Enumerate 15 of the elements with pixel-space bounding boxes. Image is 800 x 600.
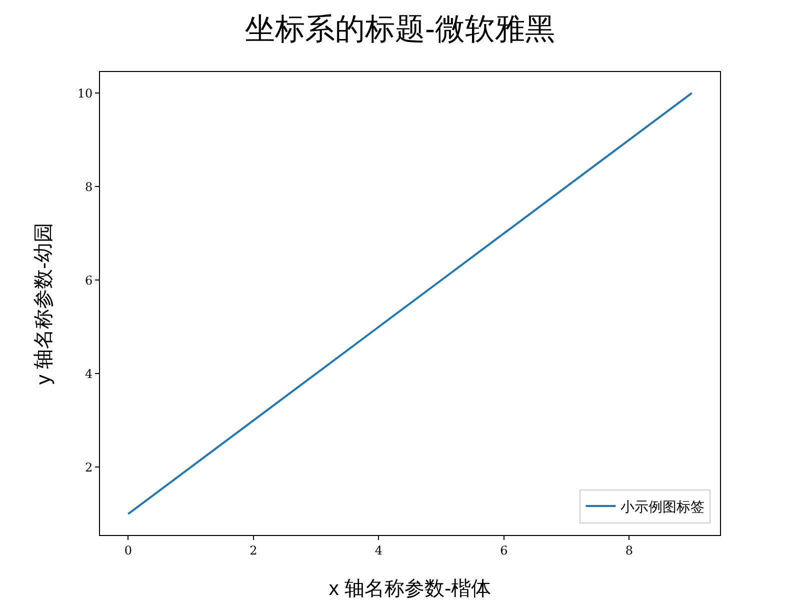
y-tick-label: 4 [84,366,93,381]
y-tick-label: 10 [77,86,93,100]
y-tick-label: 2 [84,460,93,474]
y-tick-label: 8 [84,180,93,194]
x-tick-label: 4 [374,543,383,558]
x-tick-label: 6 [500,543,508,558]
chart-title: 坐标系的标题-微软雅黑 [245,13,555,46]
y-tick-label: 6 [84,273,93,288]
line-series [127,92,693,515]
x-tick-label: 8 [625,543,634,558]
x-tick-label: 2 [250,543,258,558]
x-axis-title: x 轴名称参数-楷体 [328,578,492,600]
legend-label: 小示例图标签 [620,498,705,514]
x-tick-label: 0 [124,543,132,558]
y-axis-title: y 轴名称参数-幼园 [33,222,55,385]
